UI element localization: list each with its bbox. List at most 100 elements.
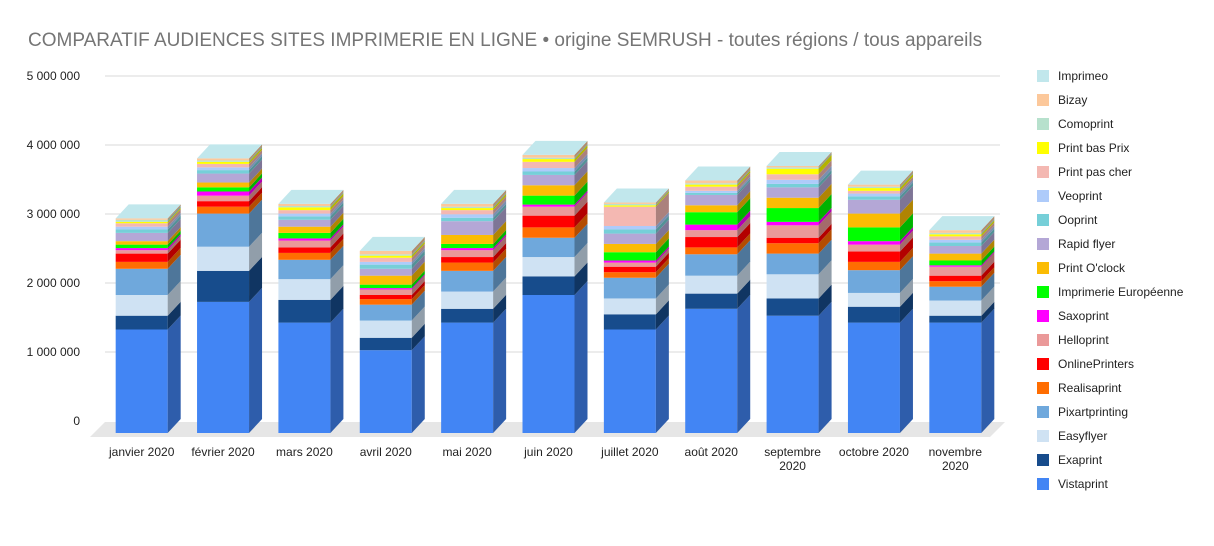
bar-segment — [847, 199, 913, 228]
y-axis: 0 1 000 000 2 000 000 3 000 000 4 000 000 5 0… — [27, 69, 81, 428]
bar-segment — [115, 215, 181, 233]
bar-segment — [359, 274, 425, 290]
legend-swatch — [1037, 454, 1049, 466]
bar-segment — [603, 192, 669, 226]
bar-segment — [603, 248, 669, 267]
bar-segment — [522, 190, 588, 207]
bar-segment — [766, 260, 832, 299]
legend-swatch — [1037, 214, 1049, 226]
bar-segment — [441, 200, 507, 218]
bar-segment — [441, 234, 507, 251]
bar-segment — [685, 169, 751, 185]
x-tick-label: août 2020 — [685, 445, 739, 459]
bar-segment — [685, 223, 751, 248]
legend-item: Comoprint — [1037, 117, 1114, 131]
bar-segment — [685, 294, 751, 433]
bar-segment — [115, 247, 181, 269]
legend-item: Exaprint — [1037, 453, 1103, 467]
bar-segment — [603, 215, 669, 234]
legend-label: Veoprint — [1058, 189, 1103, 203]
legend-label: Easyflyer — [1058, 429, 1107, 443]
bar-segment — [685, 261, 751, 294]
bar-top — [929, 216, 995, 231]
bar-segment — [766, 160, 832, 180]
bar-segment — [847, 230, 913, 252]
legend-item: Imprimeo — [1037, 69, 1108, 83]
bar-segment — [197, 187, 263, 207]
bar-segment — [359, 236, 425, 255]
bar-segment — [278, 265, 344, 300]
bar-segment — [603, 258, 669, 278]
bar-segment — [522, 201, 588, 228]
bar-segment — [115, 239, 181, 262]
bar-segment — [359, 270, 425, 289]
bar-segment — [847, 227, 913, 245]
legend-item: Ooprint — [1037, 213, 1098, 227]
bar-segment — [603, 246, 669, 263]
y-tick-label: 3 000 000 — [27, 207, 81, 221]
bar-segment — [197, 177, 263, 196]
bar-segment — [766, 229, 832, 254]
bar-segment — [197, 287, 263, 433]
bar-segment — [522, 192, 588, 216]
legend-swatch — [1037, 262, 1049, 274]
bar-segment — [441, 207, 507, 235]
legend-item: Imprimerie Européenne — [1037, 285, 1184, 299]
bar-segment — [359, 281, 425, 300]
legend-swatch — [1037, 118, 1049, 130]
x-tick-label: septembre 2020 — [764, 445, 821, 473]
y-tick-label: 2 000 000 — [27, 276, 81, 290]
bar-segment — [115, 254, 181, 295]
legend-item: Saxoprint — [1037, 309, 1109, 323]
bar-segment — [441, 294, 507, 323]
bar-segment — [197, 256, 263, 302]
bar-segment — [766, 211, 832, 238]
bar-segment — [929, 246, 995, 266]
bar-segment — [603, 191, 669, 207]
bar-segment — [522, 145, 588, 162]
bar-segment — [522, 157, 588, 175]
bar-segment — [359, 275, 425, 295]
bar-segment — [197, 199, 263, 247]
bar-segment — [603, 238, 669, 261]
x-axis: janvier 2020 février 2020 mars 2020 avril 2… — [108, 445, 982, 473]
bar-segment — [441, 308, 507, 433]
bar-segment — [197, 147, 263, 164]
bar-segment — [359, 250, 425, 269]
bar-segment — [685, 180, 751, 206]
legend-item: Print pas cher — [1037, 165, 1132, 179]
bar-segment — [441, 236, 507, 258]
y-tick-label: 4 000 000 — [27, 138, 81, 152]
bar-segment — [766, 284, 832, 316]
bar-segment — [685, 170, 751, 187]
bar-segment — [278, 193, 344, 211]
legend-item: Print bas Prix — [1037, 141, 1129, 155]
legend-item: Print O'clock — [1037, 261, 1126, 275]
bar-segment — [115, 227, 181, 245]
bar-segment — [359, 336, 425, 433]
bar-segment — [115, 230, 181, 249]
bar-segment — [847, 172, 913, 189]
bar-segment — [929, 301, 995, 323]
bar-segment — [766, 223, 832, 244]
bars — [115, 140, 995, 433]
bar-segment — [847, 247, 913, 271]
x-tick-label: janvier 2020 — [108, 445, 175, 459]
bar-segment — [522, 147, 588, 169]
bar-segment — [522, 140, 588, 158]
bar-segment — [441, 277, 507, 309]
bar-segment — [441, 229, 507, 249]
legend-swatch — [1037, 238, 1049, 250]
bar-segment — [197, 156, 263, 174]
bar-segment — [197, 192, 263, 214]
bar-segment — [115, 234, 181, 251]
bar-segment — [197, 149, 263, 168]
bar-segment — [929, 272, 995, 301]
bar-segment — [685, 178, 751, 195]
bar-segment — [359, 323, 425, 351]
bar-segment — [766, 207, 832, 226]
legend-label: Print bas Prix — [1058, 141, 1129, 155]
bar-segment — [847, 170, 913, 187]
bar-segment — [766, 165, 832, 184]
bar-segment — [685, 166, 751, 184]
